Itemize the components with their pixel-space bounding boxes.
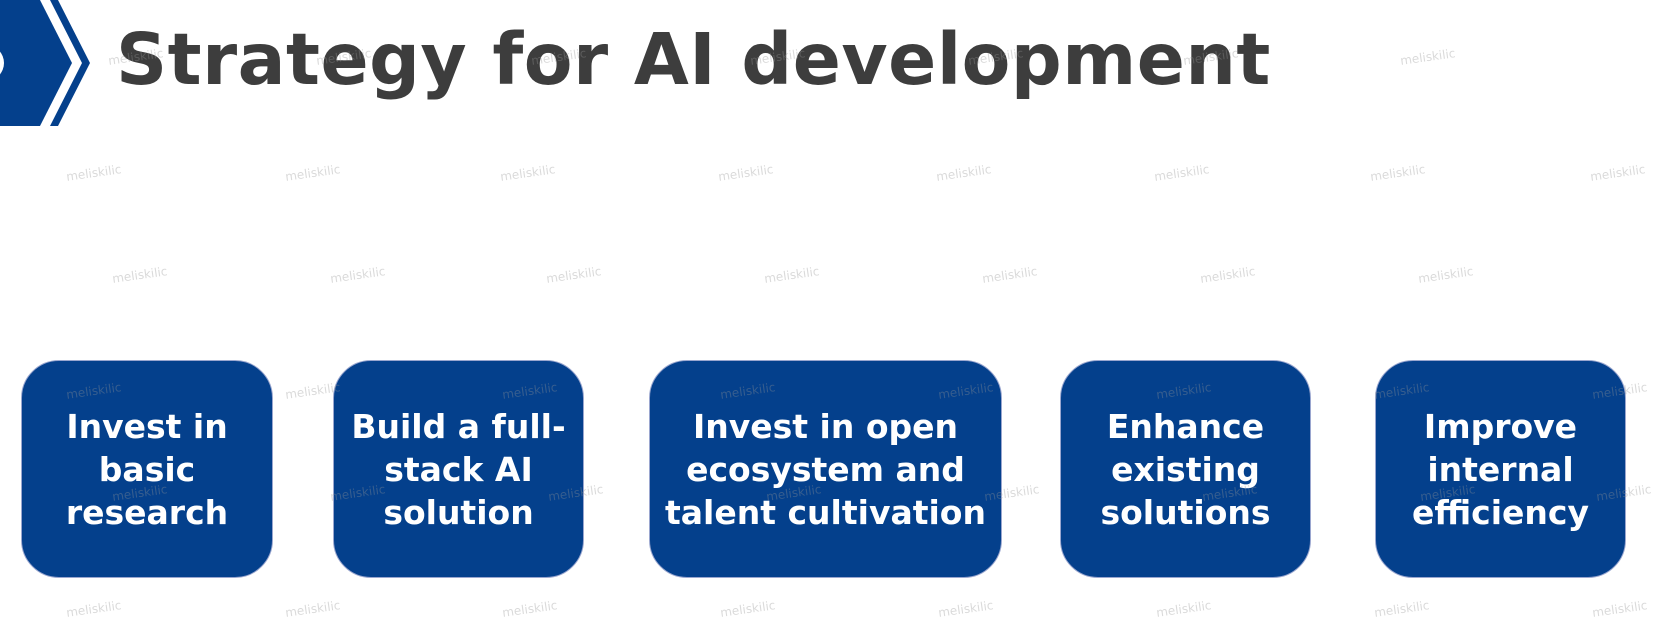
watermark: meliskilic [1199, 264, 1257, 286]
strategy-card-label: Improve internal efficiency [1411, 406, 1589, 532]
strategy-card-label: Enhance existing solutions [1100, 406, 1271, 532]
watermark: meliskilic [65, 162, 123, 184]
watermark: meliskilic [1153, 162, 1211, 184]
strategy-card-label: Invest in open ecosystem and talent cult… [665, 406, 986, 532]
watermark: meliskilic [717, 162, 775, 184]
strategy-card-enhance-solutions: Enhance existing solutions [1060, 360, 1311, 578]
watermark: meliskilic [937, 598, 995, 620]
watermark: meliskilic [1589, 162, 1647, 184]
watermark: meliskilic [1417, 264, 1475, 286]
watermark: meliskilic [1155, 598, 1213, 620]
watermark: meliskilic [1591, 598, 1649, 620]
watermark: meliskilic [329, 264, 387, 286]
strategy-card-open-ecosystem: Invest in open ecosystem and talent cult… [649, 360, 1002, 578]
watermark: meliskilic [499, 162, 557, 184]
watermark: meliskilic [111, 264, 169, 286]
watermark: meliskilic [981, 264, 1039, 286]
page-title: Strategy for AI development [116, 18, 1271, 101]
strategy-card-label: Invest in basic research [65, 406, 229, 532]
strategy-card-label: Build a full- stack AI solution [351, 406, 566, 532]
watermark: meliskilic [501, 598, 559, 620]
watermark: meliskilic [935, 162, 993, 184]
watermark: meliskilic [1399, 46, 1457, 68]
watermark: meliskilic [763, 264, 821, 286]
watermark: meliskilic [719, 598, 777, 620]
watermark: meliskilic [1369, 162, 1427, 184]
watermark: meliskilic [65, 598, 123, 620]
watermark: meliskilic [545, 264, 603, 286]
strategy-card-basic-research: Invest in basic research [21, 360, 273, 578]
chevron-arrow-icon [0, 0, 90, 126]
watermark: meliskilic [1373, 598, 1431, 620]
strategy-card-full-stack-solution: Build a full- stack AI solution [333, 360, 584, 578]
watermark: meliskilic [284, 162, 342, 184]
watermark: meliskilic [284, 598, 342, 620]
strategy-card-internal-efficiency: Improve internal efficiency [1375, 360, 1626, 578]
